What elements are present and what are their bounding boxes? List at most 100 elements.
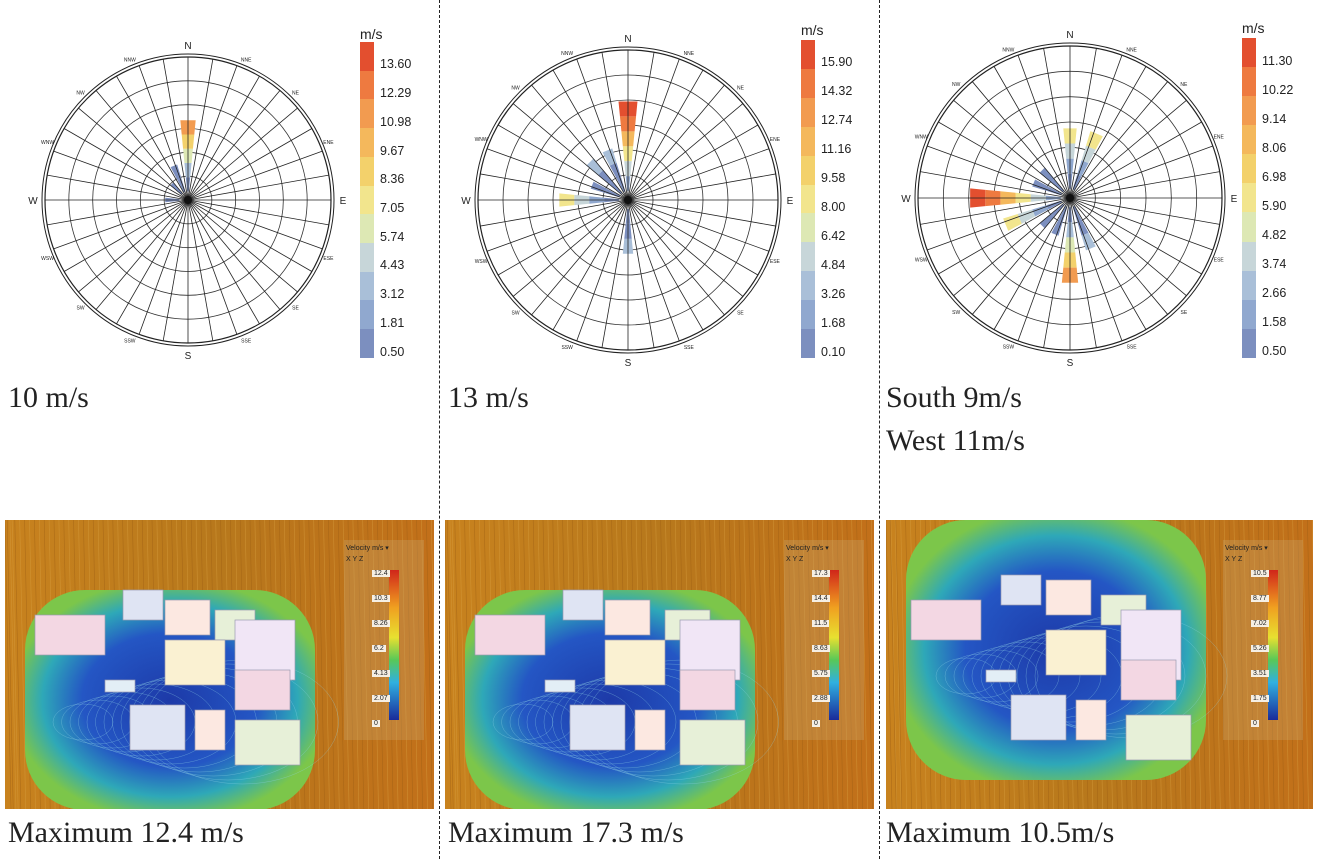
legend-color-segment xyxy=(801,300,815,330)
legend-color-segment xyxy=(360,243,374,272)
legend-tick-label: 9.67 xyxy=(380,143,405,158)
legend-tick-label: 0.50 xyxy=(1262,344,1287,359)
cfd-legend-tick: 12.4 xyxy=(372,570,390,577)
rose-spoke xyxy=(162,199,189,341)
rose-bar-segment xyxy=(609,181,623,195)
direction-label: SW xyxy=(952,310,960,316)
legend-color-segment xyxy=(1242,67,1256,97)
direction-label: NNE xyxy=(241,58,252,64)
legend-color-segment xyxy=(801,40,815,69)
building-footprint xyxy=(1120,659,1177,701)
cfd-streak xyxy=(1223,520,1231,809)
cfd-streak xyxy=(357,520,365,809)
rose-spoke xyxy=(576,199,629,342)
cfd-streak xyxy=(19,520,26,809)
color-legend-2: 15.90 14.32 12.74 11.16 9.58 8.00 6.42 4.84 3.26… xyxy=(801,40,852,359)
direction-label: NNW xyxy=(1002,47,1014,53)
building-footprint xyxy=(34,614,106,656)
rose-spoke xyxy=(1069,121,1202,199)
building-footprint xyxy=(1000,574,1042,606)
rose-spoke xyxy=(53,150,189,201)
legend-color-segment xyxy=(1242,299,1256,329)
rose-spoke xyxy=(187,174,329,201)
legend-tick-label: 2.66 xyxy=(1262,286,1287,301)
rose-bar-segment xyxy=(1058,206,1068,222)
direction-label: NNW xyxy=(561,51,573,57)
rose-spoke xyxy=(531,199,629,316)
rose-spoke xyxy=(920,197,1071,225)
rose-spoke xyxy=(552,199,629,331)
rose-spoke xyxy=(187,199,214,341)
cfd-legend-tick: 0 xyxy=(812,720,820,727)
cfd-legend-header: Velocity m/s ▾ xyxy=(786,545,829,552)
cfd-streak xyxy=(782,520,790,809)
legend-tick-label: 5.74 xyxy=(380,229,405,244)
rose-spoke xyxy=(512,103,629,201)
rose-bar-segment xyxy=(590,181,607,193)
cfd-streak xyxy=(459,520,466,809)
cfd-streak xyxy=(382,520,389,809)
rose-spoke xyxy=(927,197,1071,251)
building-footprint xyxy=(104,679,136,693)
rose-spoke xyxy=(63,199,189,272)
cfd-streak xyxy=(1263,520,1270,809)
rose-spoke xyxy=(627,52,655,201)
cfd-streak xyxy=(817,520,824,809)
rose-spoke xyxy=(116,199,189,325)
cfd-streak xyxy=(318,520,325,809)
cfd-streak xyxy=(895,520,903,809)
rose-spoke xyxy=(187,75,260,201)
legend-tick-label: 1.68 xyxy=(821,315,846,330)
cfd-legend-tick: 4.13 xyxy=(372,670,390,677)
direction-label: WSW xyxy=(915,258,928,264)
legend-color-segment xyxy=(360,214,374,244)
rose-spoke xyxy=(627,69,704,201)
direction-label: W xyxy=(461,196,471,207)
cfd-streak xyxy=(846,520,854,809)
cfd-swirl xyxy=(492,703,554,741)
direction-label: SSW xyxy=(1003,345,1015,351)
rose-spoke xyxy=(497,199,629,276)
rose-spoke xyxy=(993,197,1071,330)
rose-bar-segment xyxy=(1072,174,1082,190)
rose-caption-3-line2: West 11m/s xyxy=(886,424,1025,457)
rose-spoke xyxy=(953,197,1071,297)
rose-spoke xyxy=(78,199,189,293)
direction-label: SSW xyxy=(124,338,136,344)
cfd-streak xyxy=(894,520,902,809)
cfd-legend-tick: 11.5 xyxy=(812,620,830,627)
rose-spoke xyxy=(1069,99,1187,199)
cfd-streak xyxy=(337,520,345,809)
direction-label: N xyxy=(624,34,631,45)
legend-tick-label: 12.74 xyxy=(821,113,853,128)
legend-color-segment xyxy=(360,300,374,330)
cfd-streak xyxy=(367,520,374,809)
legend-tick-label: 9.14 xyxy=(1262,111,1287,126)
direction-label: E xyxy=(340,196,347,207)
cfd-streak xyxy=(313,520,320,809)
column-divider-left xyxy=(439,0,440,859)
cfd-legend-header: Velocity m/s ▾ xyxy=(346,545,389,552)
rose-outer-ring xyxy=(474,46,782,354)
rose-spoke xyxy=(187,199,329,226)
building-footprint xyxy=(910,599,982,641)
cfd-legend-header: Velocity m/s ▾ xyxy=(1225,545,1268,552)
rose-spoke xyxy=(138,199,189,335)
rose-bar-segment xyxy=(1046,186,1062,196)
rose-spoke xyxy=(1069,55,1123,199)
legend-tick-label: 10.98 xyxy=(380,114,412,129)
cfd-streak xyxy=(792,520,800,809)
rose-spoke xyxy=(1069,66,1147,199)
cfd-streak xyxy=(758,520,765,809)
rose-bar-segment xyxy=(177,178,186,193)
cfd-streak xyxy=(347,520,355,809)
legend-tick-label: 3.12 xyxy=(380,287,405,302)
cfd-streak xyxy=(1282,520,1290,809)
rose-spoke xyxy=(187,199,281,310)
cfd-streak xyxy=(1297,520,1304,809)
rose-spoke xyxy=(627,199,759,276)
building-footprint xyxy=(1045,579,1092,616)
direction-label: NW xyxy=(76,91,85,97)
legend-tick-label: 4.82 xyxy=(1262,228,1287,243)
cfd-streak xyxy=(763,520,770,809)
